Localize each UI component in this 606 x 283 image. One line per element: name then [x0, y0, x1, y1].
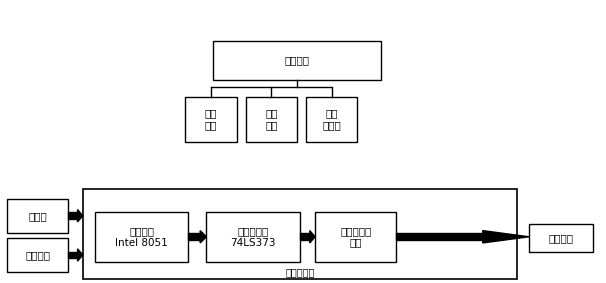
Text: 按键
开关: 按键 开关: [265, 108, 278, 130]
FancyBboxPatch shape: [95, 212, 188, 262]
Text: 地址锁存器
74LS373: 地址锁存器 74LS373: [230, 226, 276, 248]
Bar: [68, 252, 78, 258]
FancyBboxPatch shape: [207, 212, 300, 262]
FancyBboxPatch shape: [185, 97, 237, 142]
FancyBboxPatch shape: [245, 97, 297, 142]
FancyBboxPatch shape: [7, 199, 68, 233]
Text: 微处理器
Intel 8051: 微处理器 Intel 8051: [115, 226, 168, 248]
Polygon shape: [200, 231, 207, 243]
Text: 继电器矩阵
单元: 继电器矩阵 单元: [340, 226, 371, 248]
FancyBboxPatch shape: [306, 97, 358, 142]
Text: 操作面板: 操作面板: [284, 55, 310, 65]
Text: 工控机: 工控机: [28, 211, 47, 221]
Bar: [68, 213, 78, 219]
Text: 拨码
开关: 拨码 开关: [205, 108, 218, 130]
FancyBboxPatch shape: [7, 238, 68, 272]
Polygon shape: [78, 210, 83, 222]
Polygon shape: [483, 231, 529, 243]
FancyBboxPatch shape: [529, 224, 593, 252]
FancyBboxPatch shape: [213, 41, 381, 80]
Text: 程控电容箱: 程控电容箱: [285, 267, 315, 277]
Text: 直流电源: 直流电源: [25, 250, 50, 260]
Polygon shape: [310, 231, 315, 243]
Bar: [188, 233, 200, 240]
Text: 被测设备: 被测设备: [548, 233, 573, 243]
Polygon shape: [78, 249, 83, 261]
Bar: [396, 233, 483, 240]
Text: 发光
二极管: 发光 二极管: [322, 108, 341, 130]
FancyBboxPatch shape: [315, 212, 396, 262]
FancyBboxPatch shape: [83, 189, 517, 279]
Bar: [300, 233, 310, 240]
